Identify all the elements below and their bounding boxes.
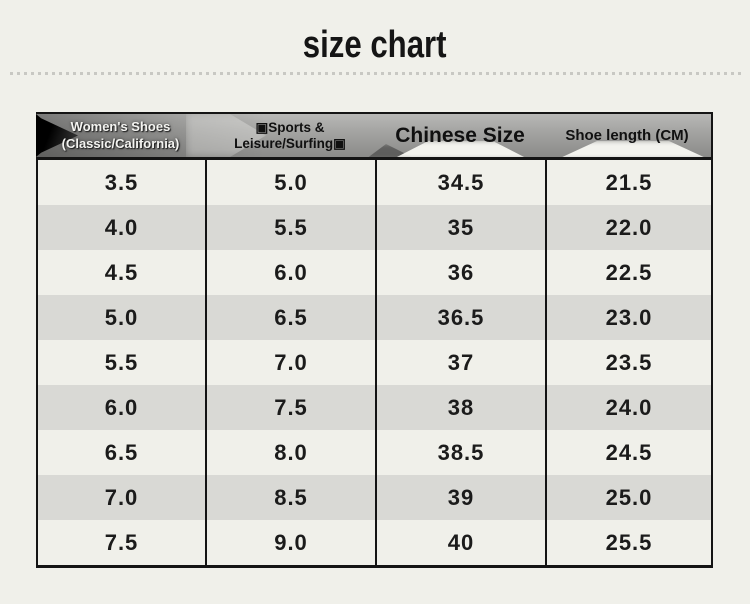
table-cell: 36	[377, 250, 547, 295]
table-row: 4.5 6.0 36 22.5	[38, 250, 711, 295]
column-header-line1: Women's Shoes	[70, 118, 171, 134]
table-cell: 5.0	[38, 295, 207, 340]
table-cell: 8.0	[207, 430, 377, 475]
table-cell: 36.5	[377, 295, 547, 340]
table-cell: 39	[377, 475, 547, 520]
table-cell: 7.5	[38, 520, 207, 565]
table-cell: 21.5	[605, 169, 653, 195]
table-cell: 40	[377, 520, 547, 565]
size-chart-table: Women's Shoes (Classic/California) ▣Spor…	[36, 112, 713, 568]
table-row: 5.5 7.0 37 23.5	[38, 340, 711, 385]
table-cell: 6.5	[207, 295, 377, 340]
table-cell: 22.0	[605, 214, 653, 240]
table-cell: 6.5	[38, 430, 207, 475]
table-cell: 4.5	[38, 250, 207, 295]
table-cell: 23.5	[605, 349, 653, 375]
table-cell: 22.5	[605, 259, 653, 285]
table-cell: 38	[377, 385, 547, 430]
table-row: 7.0 8.5 39 25.0	[38, 475, 711, 520]
table-cell: 6.0	[207, 250, 377, 295]
table-cell: 7.5	[207, 385, 377, 430]
table-cell: 7.0	[207, 340, 377, 385]
column-header-womens-shoes: Women's Shoes (Classic/California)	[36, 114, 205, 157]
table-cell: 34.5	[377, 160, 547, 205]
dotted-divider	[10, 72, 741, 75]
table-header-ribbon: Women's Shoes (Classic/California) ▣Spor…	[36, 112, 713, 160]
table-cell: 24.0	[605, 394, 653, 420]
table-cell: 8.5	[207, 475, 377, 520]
table-row: 4.0 5.5 35 22.0	[38, 205, 711, 250]
table-cell: 23.0	[605, 304, 653, 330]
ribbon-white-fold-1	[393, 141, 528, 157]
ribbon-white-fold-2	[558, 141, 708, 157]
table-cell: 9.0	[207, 520, 377, 565]
table-body: 3.5 5.0 34.5 21.5 4.0 5.5 35 22.0 4.5 6.0 36 22.5 5.…	[36, 160, 713, 568]
table-cell: 4.0	[38, 205, 207, 250]
column-header-chinese-size: Chinese Size	[395, 123, 525, 147]
table-row: 3.5 5.0 34.5 21.5	[38, 160, 711, 205]
table-cell: 6.0	[38, 385, 207, 430]
table-row: 5.0 6.5 36.5 23.0	[38, 295, 711, 340]
table-cell: 38.5	[377, 430, 547, 475]
table-cell: 24.5	[605, 439, 653, 465]
column-header-shoe-length: Shoe length (CM)	[565, 127, 689, 144]
table-row: 7.5 9.0 40 25.5	[38, 520, 711, 565]
table-cell: 25.0	[605, 484, 653, 510]
table-cell: 37	[377, 340, 547, 385]
column-header-sports-leisure: ▣Sports & Leisure/Surfing▣	[234, 119, 346, 151]
table-row: 6.5 8.0 38.5 24.5	[38, 430, 711, 475]
table-cell: 5.5	[207, 205, 377, 250]
table-cell: 7.0	[38, 475, 207, 520]
column-header-line2: (Classic/California)	[61, 135, 180, 151]
page-header: size chart	[0, 22, 750, 68]
table-cell: 25.5	[605, 529, 653, 555]
table-cell: 5.5	[38, 340, 207, 385]
table-row: 6.0 7.5 38 24.0	[38, 385, 711, 430]
table-cell: 35	[377, 205, 547, 250]
page-title: size chart	[303, 24, 447, 66]
table-cell: 3.5	[38, 160, 207, 205]
table-cell: 5.0	[207, 160, 377, 205]
